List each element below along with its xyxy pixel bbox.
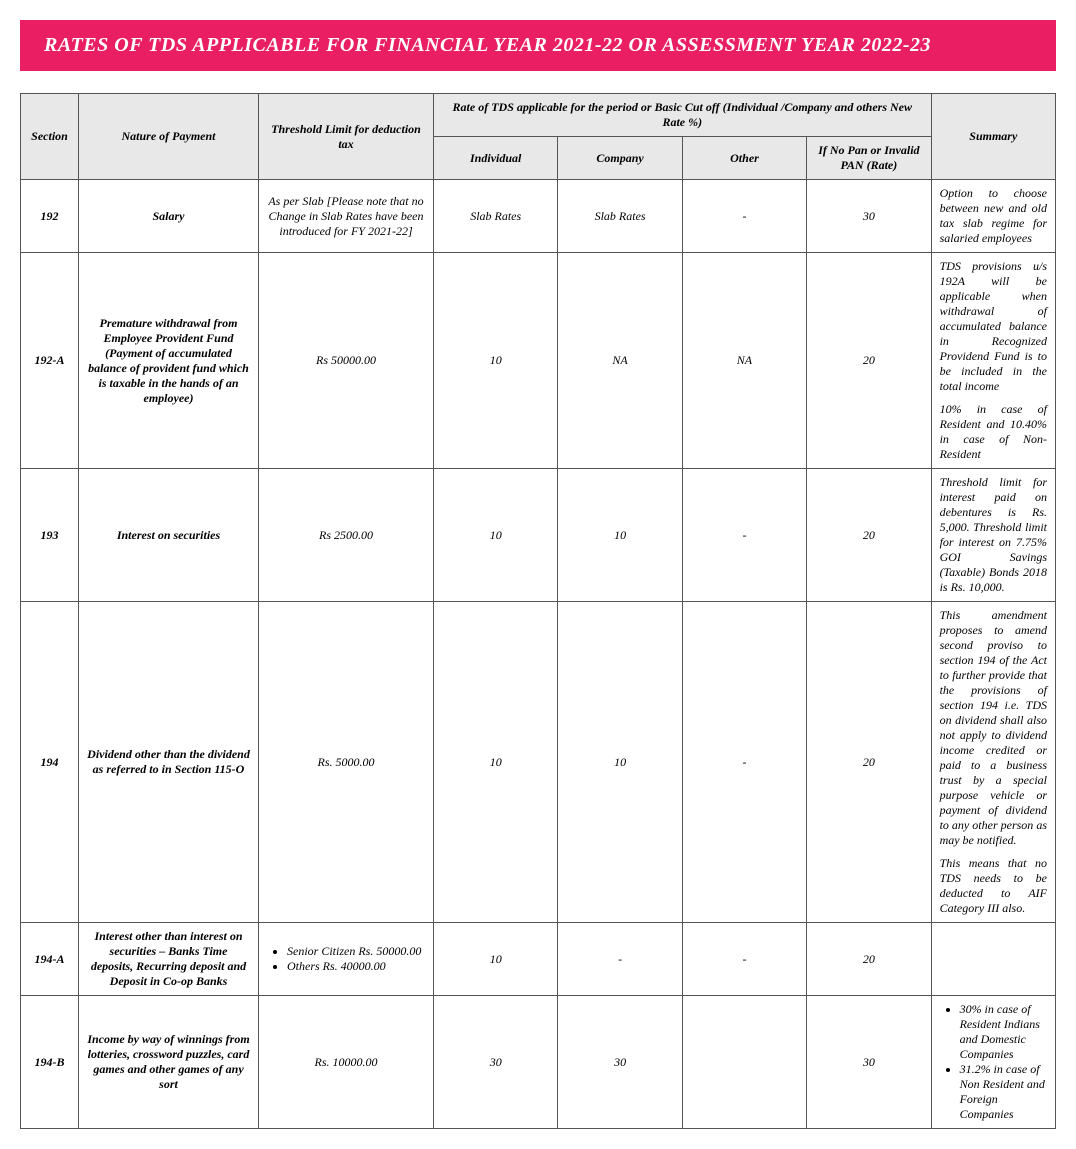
header-summary: Summary [931, 94, 1055, 180]
table-row: 192-APremature withdrawal from Employee … [21, 253, 1056, 469]
cell-nature: Interest other than interest on securiti… [79, 923, 259, 996]
cell-other: NA [682, 253, 806, 469]
cell-individual: 10 [434, 602, 558, 923]
cell-threshold: Rs. 10000.00 [259, 996, 434, 1129]
cell-company: 10 [558, 469, 682, 602]
cell-company: 30 [558, 996, 682, 1129]
cell-threshold: Rs 50000.00 [259, 253, 434, 469]
cell-summary: Option to choose between new and old tax… [931, 180, 1055, 253]
cell-section: 194-A [21, 923, 79, 996]
cell-nopan: 20 [807, 253, 931, 469]
cell-nature: Salary [79, 180, 259, 253]
cell-nopan: 20 [807, 469, 931, 602]
threshold-list-item: Senior Citizen Rs. 50000.00 [287, 944, 425, 959]
cell-individual: 10 [434, 923, 558, 996]
summary-list-item: 30% in case of Resident Indians and Dome… [960, 1002, 1047, 1062]
cell-company: - [558, 923, 682, 996]
header-other: Other [682, 137, 806, 180]
summary-paragraph: 10% in case of Resident and 10.40% in ca… [940, 402, 1047, 462]
summary-list-item: 31.2% in case of Non Resident and Foreig… [960, 1062, 1047, 1122]
table-row: 194Dividend other than the dividend as r… [21, 602, 1056, 923]
cell-company: NA [558, 253, 682, 469]
cell-section: 194-B [21, 996, 79, 1129]
summary-paragraph: TDS provisions u/s 192A will be applicab… [940, 259, 1047, 394]
summary-paragraph: This means that no TDS needs to be deduc… [940, 856, 1047, 916]
cell-nature: Interest on securities [79, 469, 259, 602]
cell-company: 10 [558, 602, 682, 923]
tds-rates-table: Section Nature of Payment Threshold Limi… [20, 93, 1056, 1129]
table-header: Section Nature of Payment Threshold Limi… [21, 94, 1056, 180]
cell-individual: Slab Rates [434, 180, 558, 253]
cell-other: - [682, 923, 806, 996]
table-body: 192SalaryAs per Slab [Please note that n… [21, 180, 1056, 1129]
cell-section: 192-A [21, 253, 79, 469]
cell-summary: Threshold limit for interest paid on deb… [931, 469, 1055, 602]
cell-nopan: 30 [807, 180, 931, 253]
table-row: 194-BIncome by way of winnings from lott… [21, 996, 1056, 1129]
table-row: 192SalaryAs per Slab [Please note that n… [21, 180, 1056, 253]
cell-other [682, 996, 806, 1129]
cell-other: - [682, 180, 806, 253]
table-row: 193Interest on securitiesRs 2500.001010-… [21, 469, 1056, 602]
cell-individual: 30 [434, 996, 558, 1129]
cell-threshold: As per Slab [Please note that no Change … [259, 180, 434, 253]
cell-section: 193 [21, 469, 79, 602]
cell-threshold: Rs. 5000.00 [259, 602, 434, 923]
summary-paragraph: Option to choose between new and old tax… [940, 186, 1047, 246]
cell-threshold: Rs 2500.00 [259, 469, 434, 602]
header-rate-group: Rate of TDS applicable for the period or… [434, 94, 932, 137]
cell-nopan: 20 [807, 923, 931, 996]
cell-nature: Dividend other than the dividend as refe… [79, 602, 259, 923]
header-individual: Individual [434, 137, 558, 180]
cell-nopan: 30 [807, 996, 931, 1129]
header-company: Company [558, 137, 682, 180]
summary-paragraph: Threshold limit for interest paid on deb… [940, 475, 1047, 595]
header-nopan: If No Pan or Invalid PAN (Rate) [807, 137, 931, 180]
cell-other: - [682, 602, 806, 923]
threshold-list-item: Others Rs. 40000.00 [287, 959, 425, 974]
cell-section: 194 [21, 602, 79, 923]
header-threshold: Threshold Limit for deduction tax [259, 94, 434, 180]
page-title-banner: RATES OF TDS APPLICABLE FOR FINANCIAL YE… [20, 20, 1056, 71]
table-row: 194-AInterest other than interest on sec… [21, 923, 1056, 996]
cell-summary: 30% in case of Resident Indians and Dome… [931, 996, 1055, 1129]
cell-company: Slab Rates [558, 180, 682, 253]
summary-paragraph: This amendment proposes to amend second … [940, 608, 1047, 848]
header-section: Section [21, 94, 79, 180]
cell-individual: 10 [434, 469, 558, 602]
cell-individual: 10 [434, 253, 558, 469]
cell-threshold: Senior Citizen Rs. 50000.00Others Rs. 40… [259, 923, 434, 996]
cell-other: - [682, 469, 806, 602]
header-nature: Nature of Payment [79, 94, 259, 180]
cell-summary: TDS provisions u/s 192A will be applicab… [931, 253, 1055, 469]
cell-summary: This amendment proposes to amend second … [931, 602, 1055, 923]
cell-nature: Income by way of winnings from lotteries… [79, 996, 259, 1129]
cell-nature: Premature withdrawal from Employee Provi… [79, 253, 259, 469]
cell-section: 192 [21, 180, 79, 253]
cell-nopan: 20 [807, 602, 931, 923]
cell-summary [931, 923, 1055, 996]
